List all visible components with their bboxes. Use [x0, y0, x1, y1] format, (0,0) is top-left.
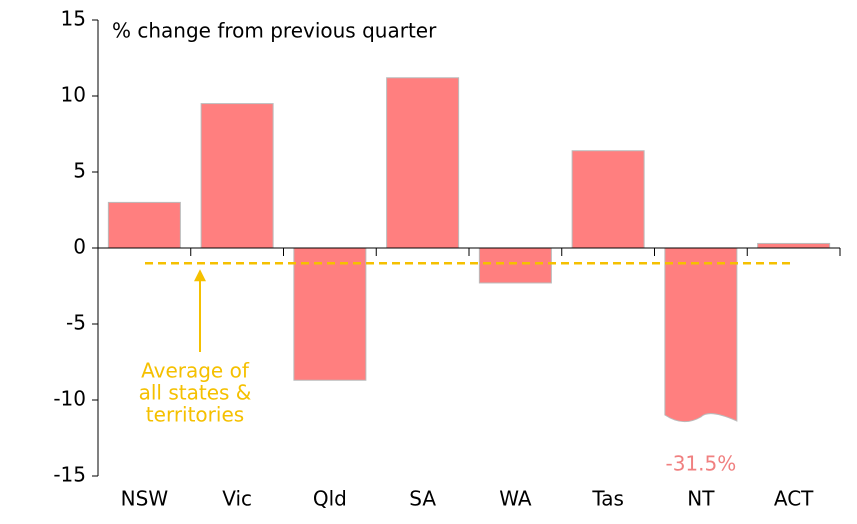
annotation: Average of: [141, 359, 250, 383]
y-tick-label: -5: [66, 311, 86, 335]
y-tick-label: 0: [73, 235, 86, 259]
annotation: territories: [146, 403, 244, 427]
y-tick-label: 5: [73, 159, 86, 183]
value-label: -31.5%: [665, 452, 736, 476]
x-tick-label: Vic: [222, 487, 252, 511]
annotation-arrowhead: [194, 269, 206, 282]
bar: [571, 150, 645, 249]
bar: [293, 247, 367, 381]
x-tick-label: NT: [687, 487, 715, 511]
x-tick-label: WA: [499, 487, 532, 511]
x-tick-label: Qld: [313, 487, 347, 511]
bar: [478, 247, 552, 284]
x-tick-label: Tas: [591, 487, 624, 511]
bar: [386, 77, 460, 249]
y-tick-label: -10: [53, 387, 86, 411]
y-tick-label: -15: [53, 463, 86, 487]
bar: [664, 247, 738, 423]
bar: [200, 103, 274, 249]
y-tick-label: 10: [61, 83, 86, 107]
annotation: all states &: [139, 381, 252, 405]
chart-title: % change from previous quarter: [112, 19, 437, 43]
y-tick-label: 15: [61, 7, 86, 31]
x-tick-label: NSW: [121, 487, 169, 511]
x-tick-label: SA: [409, 487, 436, 511]
x-tick-label: ACT: [774, 487, 814, 511]
bar: [757, 242, 831, 249]
bar: [107, 201, 181, 249]
